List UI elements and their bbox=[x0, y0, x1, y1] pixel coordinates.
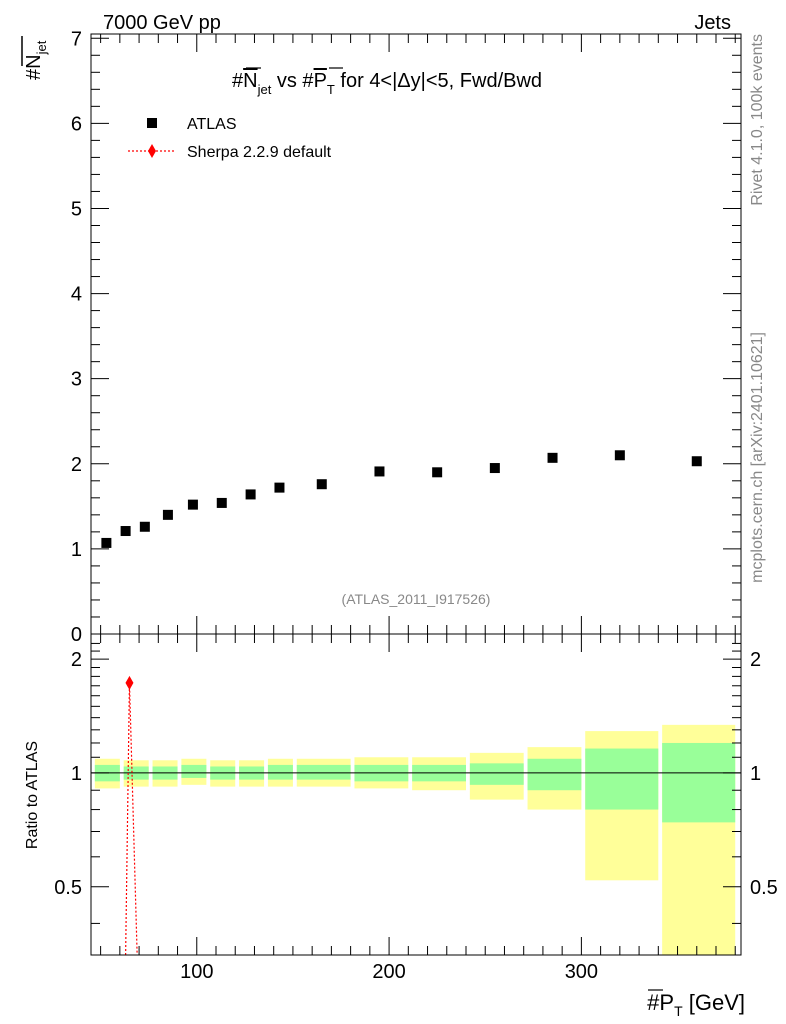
chart-title: #Njet vs #PT for 4<|Δy|<5, Fwd/Bwd bbox=[232, 70, 542, 97]
green-band-bin bbox=[662, 742, 736, 823]
sherpa-ratio-line bbox=[125, 682, 138, 956]
uncertainty-bands bbox=[94, 724, 736, 955]
atlas-point bbox=[489, 463, 500, 474]
legend: ATLAS Sherpa 2.2.9 default bbox=[128, 116, 332, 161]
legend-sherpa-marker bbox=[148, 144, 156, 158]
ratio-tick-label-right: 0.5 bbox=[750, 877, 778, 899]
atlas-point bbox=[432, 467, 443, 478]
atlas-point bbox=[162, 509, 173, 520]
atlas-data-series bbox=[101, 450, 702, 548]
green-band-bin bbox=[469, 763, 524, 785]
rivet-label: Rivet 4.1.0, 100k events bbox=[749, 34, 766, 206]
atlas-point bbox=[316, 479, 327, 490]
ratio-tick-label-right: 2 bbox=[750, 649, 761, 671]
atlas-point bbox=[245, 489, 256, 500]
sherpa-ratio-series bbox=[125, 675, 138, 956]
y-tick-label: 4 bbox=[71, 284, 82, 306]
category-label: Jets bbox=[694, 12, 731, 34]
legend-sherpa-label: Sherpa 2.2.9 default bbox=[187, 144, 332, 161]
atlas-point bbox=[547, 452, 558, 463]
energy-label: 7000 GeV pp bbox=[103, 12, 221, 34]
title-p-symbol: P bbox=[314, 70, 327, 92]
ratio-tick-label-right: 1 bbox=[750, 763, 761, 785]
y-tick-label: 7 bbox=[71, 28, 82, 50]
mcplots-label: mcplots.cern.ch [arXiv:2401.10621] bbox=[749, 332, 766, 583]
sherpa-ratio-marker bbox=[125, 675, 134, 690]
legend-atlas-marker bbox=[147, 118, 157, 128]
green-band-bin bbox=[527, 758, 582, 791]
ratio-plot-frame bbox=[90, 633, 742, 956]
ratio-tick-label: 2 bbox=[71, 649, 82, 671]
main-axis-ticks: 0 1 2 3 4 5 6 7 bbox=[71, 28, 741, 646]
legend-atlas-label: ATLAS bbox=[187, 116, 237, 133]
atlas-point bbox=[101, 537, 112, 548]
y-tick-label: 3 bbox=[71, 369, 82, 391]
y-tick-label: 5 bbox=[71, 198, 82, 220]
y-tick-label: 6 bbox=[71, 113, 82, 135]
atlas-point bbox=[691, 456, 702, 467]
atlas-point bbox=[139, 521, 150, 532]
y-axis-label: #Njet bbox=[21, 36, 49, 80]
x-tick-label: 200 bbox=[372, 961, 405, 983]
y-tick-label: 1 bbox=[71, 539, 82, 561]
atlas-point bbox=[216, 497, 227, 508]
y-tick-label: 2 bbox=[71, 454, 82, 476]
y-tick-label: 0 bbox=[71, 624, 82, 646]
ratio-tick-label: 0.5 bbox=[54, 877, 82, 899]
ratio-y-label: Ratio to ATLAS bbox=[24, 741, 41, 849]
atlas-point bbox=[187, 499, 198, 510]
analysis-label: (ATLAS_2011_I917526) bbox=[342, 591, 491, 607]
green-band-bin bbox=[181, 764, 207, 778]
green-band-bin bbox=[296, 764, 351, 780]
x-tick-label: 100 bbox=[180, 961, 213, 983]
atlas-point bbox=[120, 526, 131, 537]
x-tick-label: 300 bbox=[565, 961, 598, 983]
green-band-bin bbox=[267, 764, 293, 780]
svg-text:#Njet: #Njet bbox=[23, 40, 49, 80]
title-n-symbol: N bbox=[243, 70, 257, 92]
ratio-axis-ticks: 0.5 0.5 1 1 2 2 100 200 300 bbox=[54, 634, 778, 983]
x-axis-label: #PT [GeV] bbox=[647, 990, 745, 1019]
green-band-bin bbox=[585, 748, 659, 810]
ratio-tick-label: 1 bbox=[71, 763, 82, 785]
atlas-point bbox=[274, 482, 285, 493]
atlas-point bbox=[374, 466, 385, 477]
atlas-point bbox=[614, 450, 625, 461]
